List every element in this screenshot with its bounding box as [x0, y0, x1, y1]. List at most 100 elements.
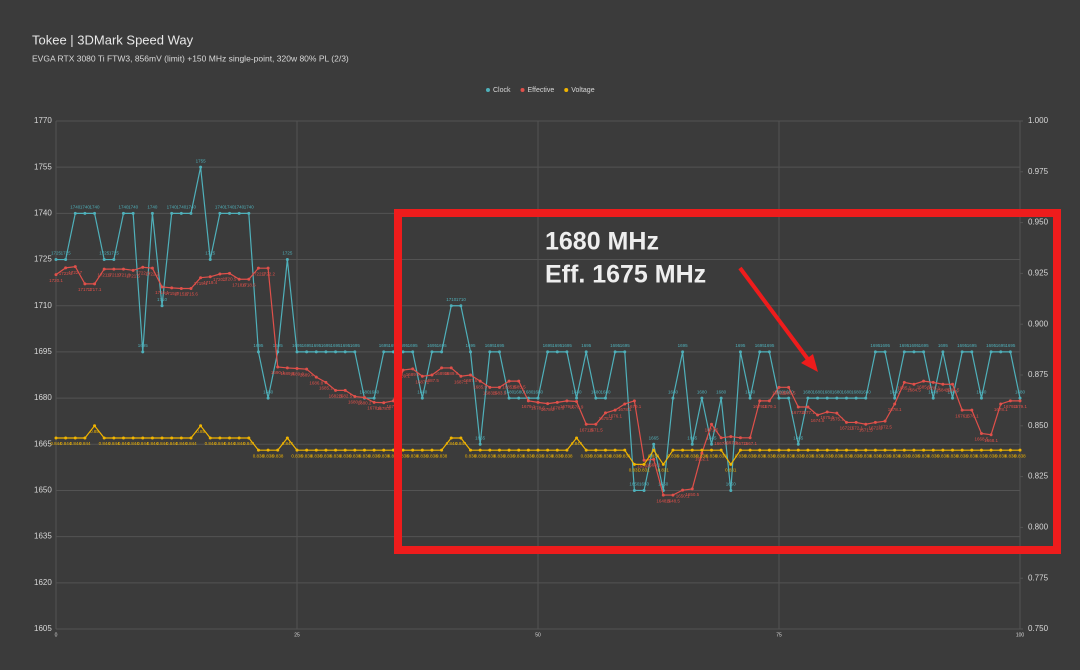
data-label: 1725 — [51, 251, 62, 256]
data-point — [536, 400, 540, 404]
data-point — [102, 258, 106, 262]
x-tick-label: 50 — [535, 632, 541, 638]
data-label: 1695 — [311, 343, 322, 348]
data-label: 1684.5 — [936, 387, 950, 392]
data-point — [835, 411, 839, 415]
data-label: 0.838 — [860, 453, 872, 458]
data-point — [285, 436, 289, 440]
data-label: 1695 — [610, 343, 621, 348]
data-label: 0.838 — [388, 453, 400, 458]
data-point — [854, 420, 858, 424]
data-point — [266, 266, 270, 270]
data-label: 1725 — [205, 251, 216, 256]
data-label: 1680 — [591, 389, 602, 394]
data-point — [517, 396, 521, 400]
data-label: 0.844 — [118, 441, 130, 446]
data-point — [941, 382, 945, 386]
data-point — [324, 350, 328, 354]
legend-marker — [486, 88, 490, 92]
data-label: 1740 — [225, 205, 236, 210]
data-point — [700, 396, 704, 400]
data-point — [546, 402, 550, 406]
data-label: 1740 — [80, 205, 91, 210]
data-label: 0.838 — [831, 453, 843, 458]
data-point — [719, 396, 723, 400]
data-label: 1680 — [523, 389, 534, 394]
legend-label: Clock — [493, 87, 511, 94]
data-label: 1695 — [379, 343, 390, 348]
data-label: 0.838 — [918, 453, 930, 458]
data-label: 1678.1 — [618, 407, 632, 412]
data-label: 1715.6 — [174, 292, 188, 297]
data-label: 1695 — [292, 343, 303, 348]
data-label: 1740 — [147, 205, 158, 210]
data-point — [873, 350, 877, 354]
data-label: 0.838 — [937, 453, 949, 458]
data-point — [1018, 399, 1022, 403]
data-label: 0.838 — [995, 453, 1007, 458]
data-label: 1671.5 — [579, 427, 593, 432]
data-label: 1695 — [562, 343, 573, 348]
data-label: 0.838 — [368, 453, 380, 458]
data-label: 1717.1 — [88, 287, 102, 292]
data-label: 1684.5 — [907, 387, 921, 392]
data-point — [864, 396, 868, 400]
data-label: 1680 — [716, 389, 727, 394]
data-point — [613, 448, 617, 452]
data-label: 1678.6 — [367, 406, 381, 411]
data-point — [247, 436, 251, 440]
data-point — [864, 422, 868, 426]
data-label: 1740 — [128, 205, 139, 210]
data-label: 0.838 — [1005, 453, 1017, 458]
data-point — [931, 380, 935, 384]
data-label: 1718.6 — [232, 282, 246, 287]
data-point — [314, 350, 318, 354]
data-point — [767, 399, 771, 403]
data-label: 1685.5 — [473, 384, 487, 389]
data-point — [497, 385, 501, 389]
data-point — [411, 448, 415, 452]
data-label: 1680 — [745, 389, 756, 394]
data-label: 0.844 — [446, 441, 458, 446]
data-point — [671, 493, 675, 497]
data-point — [652, 448, 656, 452]
data-point — [1008, 350, 1012, 354]
data-label: 0.838 — [590, 453, 602, 458]
data-point — [912, 382, 916, 386]
data-point — [854, 396, 858, 400]
data-label: 0.838 — [609, 453, 621, 458]
data-label: 1683.5 — [483, 391, 497, 396]
data-label: 1665 — [687, 435, 698, 440]
data-label: 1740 — [244, 205, 255, 210]
data-point — [536, 448, 540, 452]
data-label: 0.838 — [581, 453, 593, 458]
data-label: 0.838 — [552, 453, 564, 458]
data-label: 1667.1 — [714, 441, 728, 446]
data-label: 1674.5 — [811, 418, 825, 423]
data-point — [170, 436, 174, 440]
data-label: 0.838 — [696, 453, 708, 458]
data-label: 1695 — [253, 343, 264, 348]
data-label: 1680 — [369, 389, 380, 394]
data-point — [228, 211, 232, 215]
data-point — [536, 396, 540, 400]
data-point — [208, 258, 212, 262]
data-label: 0.844 — [60, 441, 72, 446]
data-point — [112, 267, 116, 271]
data-label: 0.838 — [523, 453, 535, 458]
data-label: 1695 — [302, 343, 313, 348]
data-point — [922, 350, 926, 354]
data-label: 1672.1 — [840, 426, 854, 431]
data-point — [854, 448, 858, 452]
data-label: 1680 — [533, 389, 544, 394]
data-label: 1659.8 — [637, 463, 651, 468]
data-label: 0.838 — [349, 453, 361, 458]
data-point — [507, 448, 511, 452]
data-label: 1680 — [813, 389, 824, 394]
data-label: 1695 — [543, 343, 554, 348]
data-label: 0.838 — [870, 453, 882, 458]
data-label: 1695 — [880, 343, 891, 348]
data-point — [594, 448, 598, 452]
data-point — [883, 350, 887, 354]
